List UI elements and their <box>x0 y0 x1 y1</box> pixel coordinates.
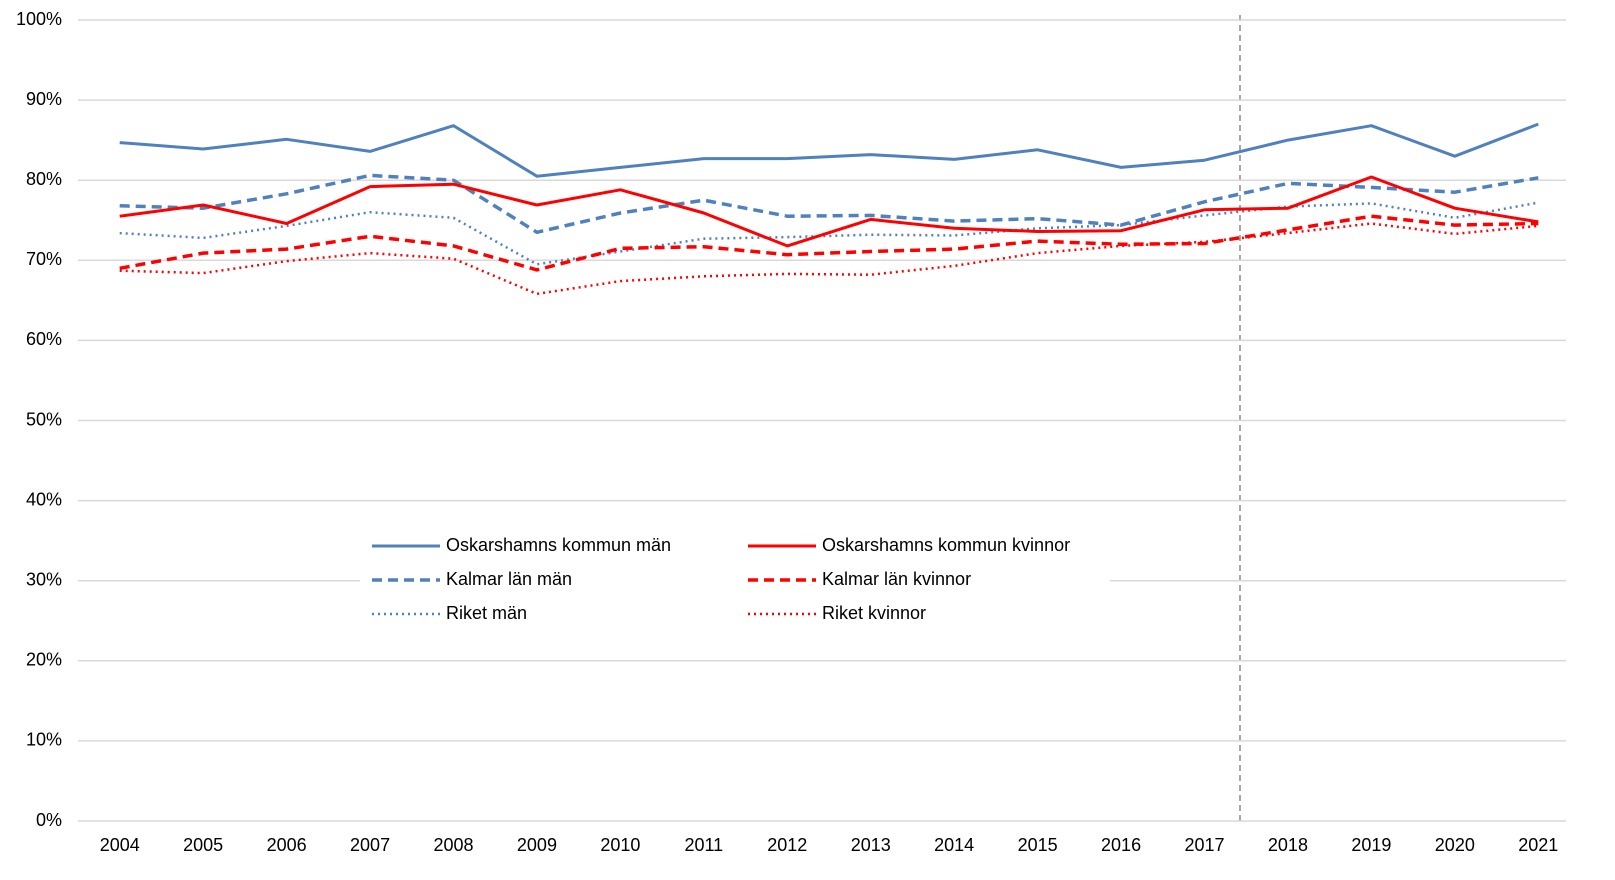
x-tick-label: 2020 <box>1435 835 1475 855</box>
y-tick-label: 60% <box>26 329 62 349</box>
x-tick-label: 2018 <box>1268 835 1308 855</box>
series-line <box>119 175 1539 248</box>
x-tick-label: 2019 <box>1351 835 1391 855</box>
y-tick-label: 50% <box>26 409 62 429</box>
legend-label: Kalmar län män <box>446 569 572 589</box>
y-tick-label: 10% <box>26 730 62 750</box>
legend-label: Oskarshamns kommun män <box>446 535 671 555</box>
x-tick-label: 2021 <box>1518 835 1558 855</box>
series-line <box>119 214 1539 272</box>
series-line <box>119 222 1539 296</box>
legend-box <box>360 527 1110 633</box>
y-tick-label: 30% <box>26 569 62 589</box>
x-tick-label: 2009 <box>517 835 557 855</box>
y-tick-label: 100% <box>16 9 62 29</box>
y-tick-label: 80% <box>26 169 62 189</box>
x-tick-label: 2016 <box>1101 835 1141 855</box>
x-tick-label: 2007 <box>350 835 390 855</box>
x-tick-label: 2004 <box>100 835 140 855</box>
y-tick-label: 90% <box>26 89 62 109</box>
legend-label: Riket kvinnor <box>822 603 926 623</box>
x-tick-label: 2010 <box>600 835 640 855</box>
legend-label: Riket män <box>446 603 527 623</box>
x-tick-label: 2015 <box>1018 835 1058 855</box>
x-tick-label: 2005 <box>183 835 223 855</box>
legend-label: Kalmar län kvinnor <box>822 569 971 589</box>
x-tick-label: 2013 <box>851 835 891 855</box>
x-tick-label: 2014 <box>934 835 974 855</box>
y-tick-label: 20% <box>26 650 62 670</box>
x-tick-label: 2008 <box>433 835 473 855</box>
y-tick-label: 40% <box>26 489 62 509</box>
y-tick-label: 0% <box>36 810 62 830</box>
x-tick-label: 2011 <box>684 835 723 855</box>
x-tick-label: 2006 <box>267 835 307 855</box>
legend-label: Oskarshamns kommun kvinnor <box>822 535 1070 555</box>
series-line <box>119 122 1539 178</box>
x-tick-label: 2012 <box>767 835 807 855</box>
y-tick-label: 70% <box>26 249 62 269</box>
x-tick-label: 2017 <box>1184 835 1224 855</box>
